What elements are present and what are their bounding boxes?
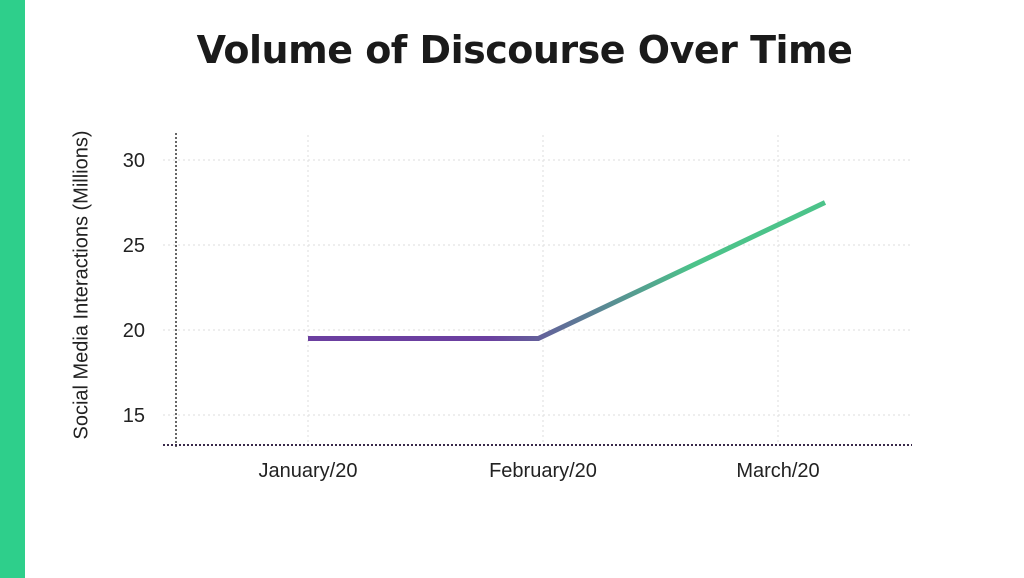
- x-tick-label: February/20: [489, 460, 597, 482]
- chart-title: Volume of Discourse Over Time: [196, 28, 853, 72]
- y-tick-label: 25: [123, 235, 145, 257]
- series-line: [308, 200, 827, 341]
- x-tick-label: January/20: [259, 460, 358, 482]
- y-tick-label: 20: [123, 320, 145, 342]
- x-tick-label: March/20: [736, 460, 819, 482]
- y-tick-label: 15: [123, 405, 145, 427]
- y-tick-label: 30: [123, 150, 145, 172]
- accent-bar: [0, 0, 25, 578]
